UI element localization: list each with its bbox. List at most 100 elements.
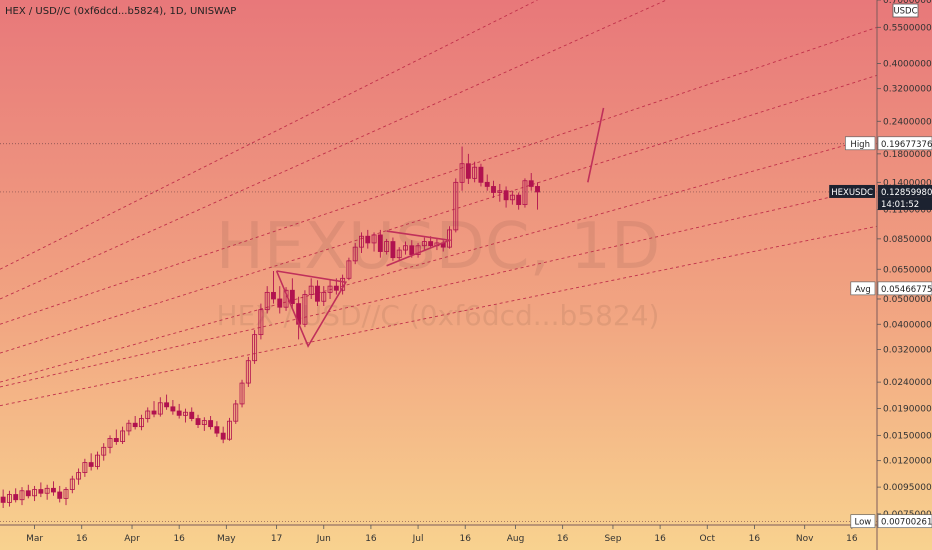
x-tick-label: 16 [365,534,377,544]
candle-body [208,420,214,428]
avg-tag-value-box [877,281,932,296]
avg-tag-label: Avg [855,285,871,295]
candle-body [428,241,434,247]
last-price-tag-countdown: 14:01:52 [881,200,919,210]
y-tick-label: 0.7000000000 [883,0,932,6]
high-tag-value-box [877,136,932,151]
x-tick-label: 16 [76,534,88,544]
candle-body [201,420,207,425]
candle-body [164,402,170,408]
candle-body [491,186,496,193]
candle-body [170,406,176,412]
candle-body [57,491,63,499]
time-axis[interactable]: Mar 16 Apr 16 May 17 Jun 16 Jul 16 Aug 16 Sep 16 Oct 16… [26,525,858,544]
candle-body [484,181,490,187]
candle-body [396,249,402,259]
y-tick-label: 0.0650000000 [883,265,932,275]
currency-badge-box [892,3,919,18]
candle-body [447,229,452,248]
candle-body [120,430,126,442]
candle-body [384,241,390,252]
high-tag-label-box [845,136,876,151]
x-tick-label: Oct [699,534,715,544]
x-tick-label: 16 [846,534,858,544]
candle-body [151,410,157,415]
candle-body [528,180,534,187]
x-tick-label: Mar [26,534,43,544]
candle-body [107,438,113,448]
candle-body [157,402,163,415]
candle-body [390,241,396,259]
candle-body [333,285,339,291]
candle-body [82,462,88,473]
high-tag-label: High [850,140,870,150]
symbol-header[interactable]: HEX / USD//C (0xf6dcd...b5824), 1D, UNIS… [5,6,236,17]
low-tag-value: 0.0070026129 [881,518,932,528]
candle-body [459,163,465,183]
y-tick-label: 0.1800000000 [883,150,932,160]
triangle-pattern [386,230,453,267]
candle-body [509,194,515,201]
watermark-symbol: HEXUSDC, 1D [216,210,661,284]
last-price-tag-value: 0.1285998080 [881,188,932,198]
reference-lines [0,143,877,523]
price-axis[interactable]: 0.7000000000 0.5500000000 0.4000000000 0.32… [877,0,932,520]
candle-body [113,438,119,442]
candle-body [88,462,94,467]
candle-body [277,298,283,308]
candle-body [239,382,245,405]
projection-line [587,107,605,183]
candle-body [145,410,151,419]
candle-body [252,334,258,362]
last-price-tag-value-box [878,184,932,198]
price-tags: High 0.1967737669 Avg 0.0546677592 Low 0.0070… [829,136,932,529]
candle-body [522,180,528,206]
y-tick-label: 0.0400000000 [883,320,932,330]
candle-body [189,411,195,419]
avg-tag-label-box [850,281,876,296]
y-tick-label: 0.4000000000 [883,59,932,69]
x-tick-label: Nov [796,534,814,544]
y-tick-label: 0.0320000000 [883,346,932,356]
x-tick-label: 16 [459,534,471,544]
watermark-pair: HEX / USD//C (0xf6dcd...b5824) [217,299,660,332]
candle-body [69,478,75,490]
candle-body [271,291,276,300]
last-price-tag-countdown-box [878,197,932,210]
candle-body [214,426,220,434]
low-tag-value-box [877,514,932,529]
candle-body [472,166,478,179]
candle-body [95,454,100,467]
x-tick-label: Sep [604,534,621,544]
candle-body [503,190,509,201]
candle-body [44,487,50,494]
candle-body [264,291,270,311]
y-tick-label: 0.2400000000 [883,117,932,127]
last-price-tag-label: HEXUSDC [831,188,873,198]
candle-body [453,181,459,231]
y-tick-label: 0.3200000000 [883,85,932,95]
candle-body [0,496,6,503]
candle-body [38,489,44,494]
x-tick-label: 16 [173,534,185,544]
candle-body [535,186,540,193]
candle-body [32,489,38,497]
channel-line [0,135,877,383]
candle-body [220,432,226,440]
y-tick-label: 0.0500000000 [883,295,932,305]
candle-body [403,245,408,251]
low-tag-label-box [850,514,876,529]
candle-body [497,190,503,193]
candle-body [19,490,25,501]
triangle-pattern [275,270,348,348]
avg-tag-value: 0.0546677592 [881,285,932,295]
candle-body [327,285,333,293]
y-tick-label: 0.1400000000 [883,178,932,188]
candle-body [233,403,239,422]
candle-body [321,291,327,302]
candle-body [183,411,188,416]
y-tick-label: 0.0120000000 [883,457,932,467]
y-tick-label: 0.5500000000 [883,23,932,33]
